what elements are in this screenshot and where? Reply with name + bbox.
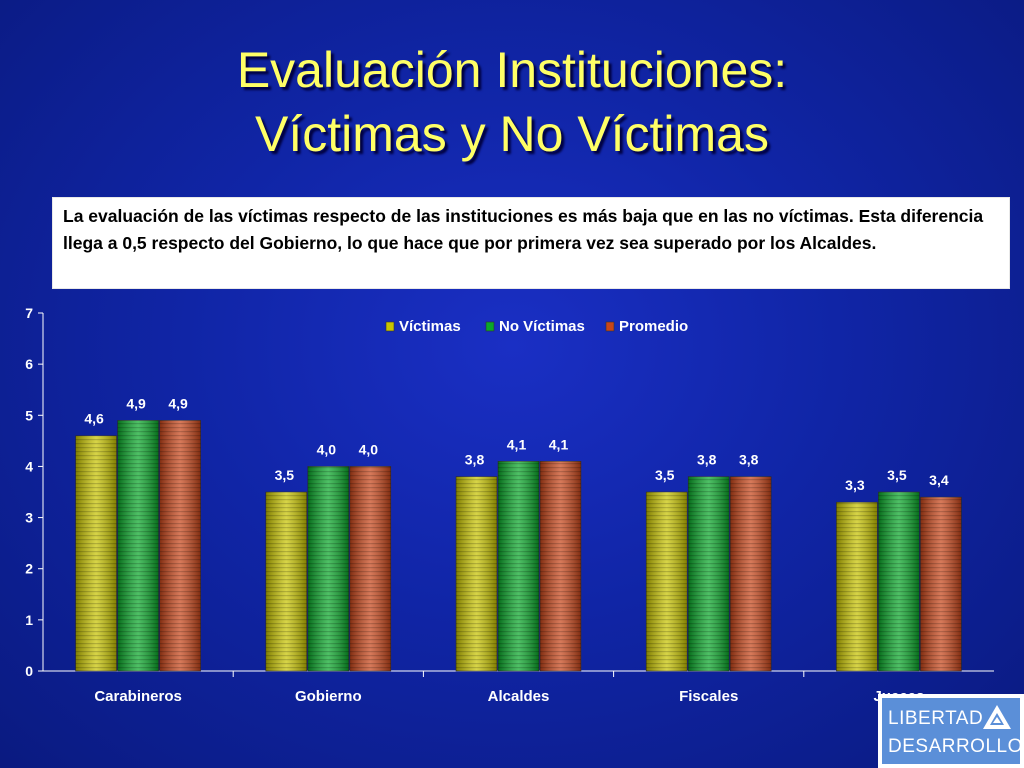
legend-item: Víctimas	[385, 318, 461, 335]
data-label: 4,1	[507, 436, 527, 452]
bar-stripes	[265, 492, 307, 671]
data-label: 3,5	[887, 467, 907, 483]
data-label: 4,0	[359, 441, 379, 457]
legend-swatch	[385, 321, 395, 332]
data-label: 3,4	[929, 472, 949, 488]
bar-stripes	[540, 461, 581, 671]
category-label: Gobierno	[295, 688, 362, 705]
data-label: 3,8	[465, 452, 485, 468]
commentary-box: La evaluación de las víctimas respecto d…	[52, 197, 1010, 289]
data-label: 4,6	[84, 411, 104, 427]
data-label: 3,8	[739, 452, 759, 468]
bar-stripes	[498, 461, 539, 671]
data-label: 4,9	[168, 395, 188, 411]
legend: Víctimas No Víctimas Promedio	[385, 318, 688, 335]
category-label: Fiscales	[679, 688, 738, 705]
data-label: 3,5	[655, 467, 675, 483]
category-label: Carabineros	[94, 688, 182, 705]
bar-stripes	[349, 466, 391, 671]
legend-swatch	[605, 321, 615, 332]
bar-stripes	[688, 476, 730, 671]
legend-swatch	[485, 321, 495, 332]
bar-stripes	[307, 466, 349, 671]
bar-stripes	[159, 420, 201, 671]
title-line-2: Víctimas y No Víctimas	[255, 106, 769, 162]
category-label: Alcaldes	[488, 688, 550, 705]
y-tick-label: 2	[25, 561, 33, 577]
y-tick-label: 5	[25, 407, 33, 423]
data-label: 3,5	[275, 467, 295, 483]
bar-stripes	[730, 476, 772, 671]
y-tick-label: 1	[25, 612, 33, 628]
legend-label: No Víctimas	[499, 318, 585, 335]
logo-text-line-1: LIBERTAD	[888, 708, 984, 729]
legend-label: Promedio	[619, 318, 688, 335]
legend-label: Víctimas	[399, 318, 461, 335]
bar-stripes	[75, 435, 117, 671]
data-label: 4,0	[317, 441, 337, 457]
bar-stripes	[878, 492, 920, 671]
data-label: 4,9	[126, 395, 146, 411]
slide-title: Evaluación Instituciones: Víctimas y No …	[0, 38, 1024, 166]
data-label: 3,3	[845, 477, 865, 493]
y-tick-label: 6	[25, 356, 33, 372]
logo-text-line-2: DESARROLLO	[888, 736, 1023, 757]
y-tick-label: 7	[25, 305, 33, 321]
bar-stripes	[456, 476, 497, 671]
legend-item: Promedio	[605, 318, 688, 335]
y-tick-label: 4	[25, 458, 33, 474]
bar-stripes	[836, 502, 878, 671]
y-tick-label: 0	[25, 663, 33, 679]
legend-item: No Víctimas	[485, 318, 585, 335]
data-label: 3,8	[697, 452, 717, 468]
bar-stripes	[117, 420, 159, 671]
mountain-triangle-icon	[983, 705, 1011, 729]
data-label: 4,1	[549, 436, 569, 452]
bar-stripes	[646, 492, 688, 671]
bar-stripes	[920, 497, 962, 671]
logo: LIBERTAD DESARROLLO	[878, 694, 1024, 768]
y-tick-label: 3	[25, 510, 33, 526]
title-line-1: Evaluación Instituciones:	[236, 42, 788, 98]
bar-chart: 0 1 2 3 4 5 6 7 4,6 4,9 4,9 Carabineros 3,5 4,0 4,0 Gob…	[25, 305, 994, 705]
